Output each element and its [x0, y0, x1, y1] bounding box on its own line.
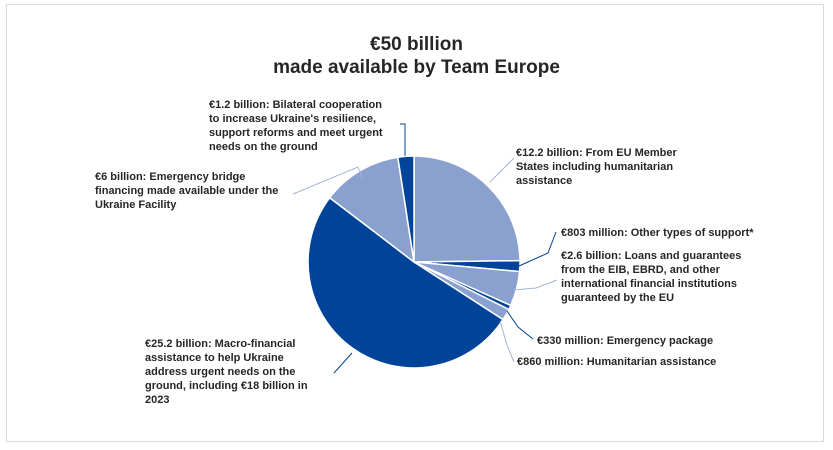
leader-line-5	[333, 352, 353, 374]
leader-line-7	[400, 123, 406, 156]
leader-line-4	[499, 320, 515, 363]
pie-slice-0	[413, 155, 521, 263]
label-emergency-bridge: €6 billion: Emergency bridge financing m…	[95, 171, 279, 211]
chart-title-line-2: made available by Team Europe	[273, 57, 560, 78]
label-emergency-package: €330 million: Emergency package	[537, 335, 714, 347]
label-eib-ebrd-loans: €2.6 billion: Loans and guarantees from …	[561, 250, 742, 304]
label-eu-member-states: €12.2 billion: From EU Member States inc…	[516, 147, 677, 187]
leader-line-2	[513, 279, 558, 291]
label-other-support: €803 million: Other types of support*	[561, 227, 754, 239]
label-humanitarian-assistance: €860 million: Humanitarian assistance	[517, 356, 717, 368]
label-bilateral-cooperation: €1.2 billion: Bilateral cooperation to i…	[209, 99, 383, 153]
leader-lines	[292, 123, 558, 374]
chart-title-line-1: €50 billion	[370, 34, 463, 55]
leader-line-6	[292, 166, 363, 195]
pie-slice-7	[396, 155, 415, 263]
leader-line-0	[489, 157, 515, 183]
leader-line-1	[518, 231, 557, 267]
chart-title: €50 billion made available by Team Europ…	[0, 33, 833, 79]
leader-line-3	[506, 310, 534, 340]
label-macro-financial: €25.2 billion: Macro-financial assistanc…	[145, 338, 308, 406]
pie-slices	[307, 155, 521, 369]
pie-slice-5	[307, 196, 505, 369]
